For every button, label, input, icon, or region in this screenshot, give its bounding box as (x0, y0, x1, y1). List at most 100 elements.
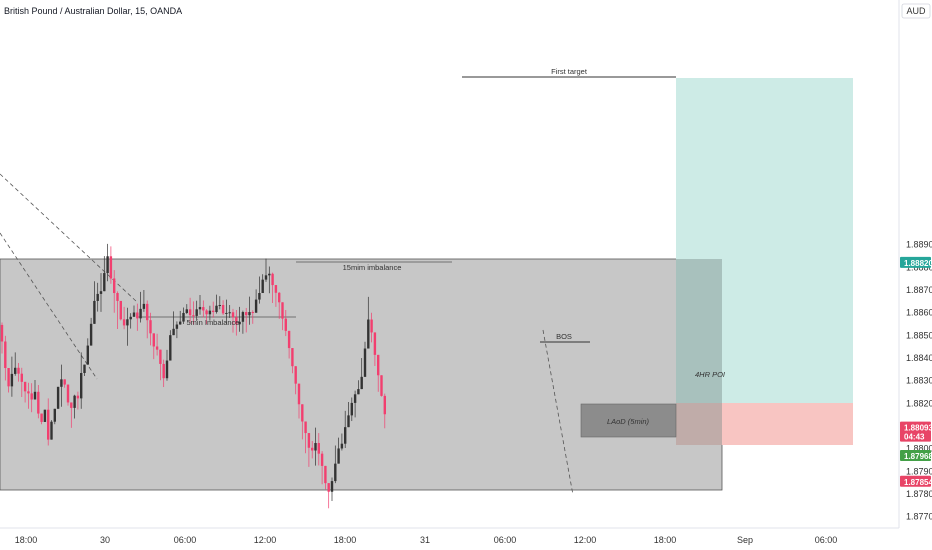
candle (251, 310, 254, 324)
candle (165, 349, 169, 381)
candle (129, 313, 132, 329)
candle (357, 380, 360, 395)
candle (0, 322, 4, 354)
price-tick-label: 1.88900 (906, 240, 932, 250)
candle (370, 312, 373, 343)
candle (103, 256, 106, 292)
first-target-label: First target (551, 67, 588, 76)
candle (93, 281, 96, 324)
price-tick-label: 1.88700 (906, 285, 932, 295)
candle (152, 333, 155, 360)
candle (340, 433, 344, 451)
price-badge-value: 1.88820 (904, 259, 932, 268)
candle (43, 409, 47, 422)
price-tick-label: 1.87900 (906, 466, 932, 476)
time-axis[interactable]: 18:00 30 06:00 12:00 18:00 31 06:00 12:00 18:00 S… (15, 535, 838, 545)
candle (99, 273, 103, 312)
price-badge: 1.88820 (900, 256, 932, 268)
stop-zone (676, 403, 853, 445)
candle (291, 348, 294, 374)
candle (304, 421, 307, 454)
time-tick-label: 18:00 (334, 535, 357, 545)
candle (284, 310, 287, 337)
price-tick-label: 1.88400 (906, 353, 932, 363)
candle (14, 352, 17, 376)
candle (377, 354, 380, 392)
time-tick-label: 18:00 (15, 535, 38, 545)
candle (360, 358, 363, 390)
candle (40, 413, 43, 425)
candle (334, 445, 337, 484)
candle (10, 356, 14, 397)
candle (23, 381, 27, 403)
candle (301, 404, 304, 440)
price-badge: 1.87854 (900, 475, 932, 487)
currency-label: AUD (906, 6, 926, 16)
chart-title: British Pound / Australian Dollar, 15, O… (4, 6, 182, 16)
candle (287, 330, 291, 359)
price-tick-label: 1.88500 (906, 330, 932, 340)
candle (162, 359, 165, 388)
candle (192, 301, 195, 325)
candle (264, 258, 268, 282)
candle (86, 338, 89, 365)
candle (198, 295, 202, 315)
candle (330, 477, 334, 502)
candle (56, 386, 60, 409)
candle (311, 440, 314, 459)
candle (146, 300, 149, 339)
candle (380, 375, 383, 397)
candle (202, 300, 205, 318)
candle (294, 366, 297, 395)
candle (122, 306, 126, 330)
candle (238, 306, 241, 332)
poi-label: 4HR POI (695, 370, 725, 379)
candle (205, 309, 208, 325)
currency-box[interactable]: AUD (901, 3, 931, 19)
candle (307, 433, 311, 467)
lao-zone (580, 403, 677, 438)
candle (113, 270, 116, 313)
price-badge-value: 1.87854 (904, 478, 932, 487)
candle (155, 333, 159, 356)
candle (347, 402, 350, 428)
candle (80, 352, 83, 409)
candle (37, 385, 40, 419)
candle (136, 303, 139, 331)
candle (248, 296, 251, 325)
price-tick-label: 1.88200 (906, 398, 932, 408)
lao-label: LAoD (5min) (607, 417, 650, 426)
candle (89, 317, 93, 346)
price-tick-label: 1.87800 (906, 489, 932, 499)
candle (70, 402, 73, 428)
candle (337, 437, 340, 464)
candle (33, 380, 37, 400)
candle (60, 364, 63, 407)
candle (53, 408, 56, 425)
candle (317, 433, 320, 466)
time-tick-label: 12:00 (254, 535, 277, 545)
candle (363, 341, 367, 377)
candle (235, 310, 238, 336)
candle (159, 349, 162, 381)
candle (139, 291, 142, 323)
candle (344, 410, 347, 449)
candle (261, 274, 264, 294)
candle (149, 312, 152, 346)
time-tick-label: Sep (737, 535, 753, 545)
time-tick-label: 12:00 (574, 535, 597, 545)
candle (185, 304, 188, 315)
candle (47, 398, 50, 446)
candle (195, 300, 198, 321)
candle (73, 394, 76, 419)
candle (324, 465, 327, 490)
candle (30, 383, 33, 413)
candle (314, 427, 317, 466)
candle (353, 390, 357, 418)
candle (245, 307, 248, 333)
candle (212, 301, 215, 318)
price-tick-label: 1.88300 (906, 376, 932, 386)
